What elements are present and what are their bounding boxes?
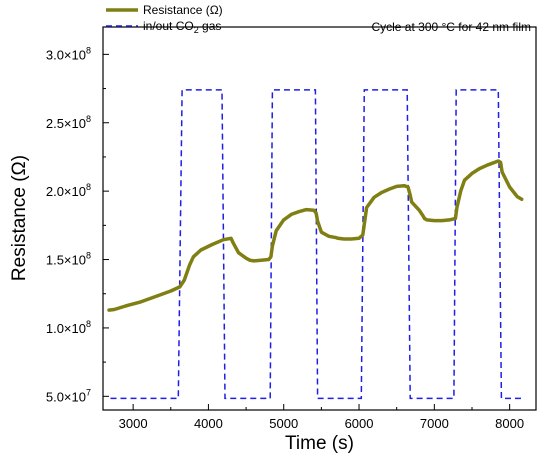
y-tick-label: 1.5×108 xyxy=(46,251,91,268)
gas-line xyxy=(110,89,522,400)
x-tick-label: 7000 xyxy=(420,416,449,431)
y-tick-label: 3.0×108 xyxy=(46,45,91,62)
plot-frame xyxy=(102,26,537,411)
y-tick-label: 5.0×107 xyxy=(46,387,91,404)
x-tick-label: 5000 xyxy=(269,416,298,431)
y-tick-label: 1.0×108 xyxy=(46,319,91,336)
x-tick-label: 3000 xyxy=(119,416,148,431)
series-resistance xyxy=(107,159,524,312)
series-gas xyxy=(110,89,522,400)
legend-gas-label-prefix: in/out CO xyxy=(143,19,194,33)
legend-gas-label: in/out CO2 gas xyxy=(143,19,221,35)
x-tick-label: 6000 xyxy=(345,416,374,431)
x-axis-ticks: 3000 4000 5000 6000 7000 8000 xyxy=(119,404,524,431)
legend: Resistance (Ω) in/out CO2 gas xyxy=(106,3,223,35)
legend-gas-label-sub: 2 xyxy=(194,25,199,35)
x-axis-title: Time (s) xyxy=(285,433,354,454)
legend-resistance-label: Resistance (Ω) xyxy=(143,3,223,17)
y-tick-label: 2.5×108 xyxy=(46,114,91,131)
y-tick-label: 2.0×108 xyxy=(46,182,91,199)
x-tick-label: 4000 xyxy=(194,416,223,431)
annotation: Cycle at 300 °C for 42 nm film xyxy=(371,20,531,34)
resistance-line xyxy=(107,159,524,312)
legend-gas-label-suffix: gas xyxy=(199,19,222,33)
y-axis-ticks: 5.0×107 1.0×108 1.5×108 2.0×108 2.5×108 3.0×1… xyxy=(46,45,109,404)
x-tick-label: 8000 xyxy=(495,416,524,431)
y-axis-title: Resistance (Ω) xyxy=(9,155,30,281)
